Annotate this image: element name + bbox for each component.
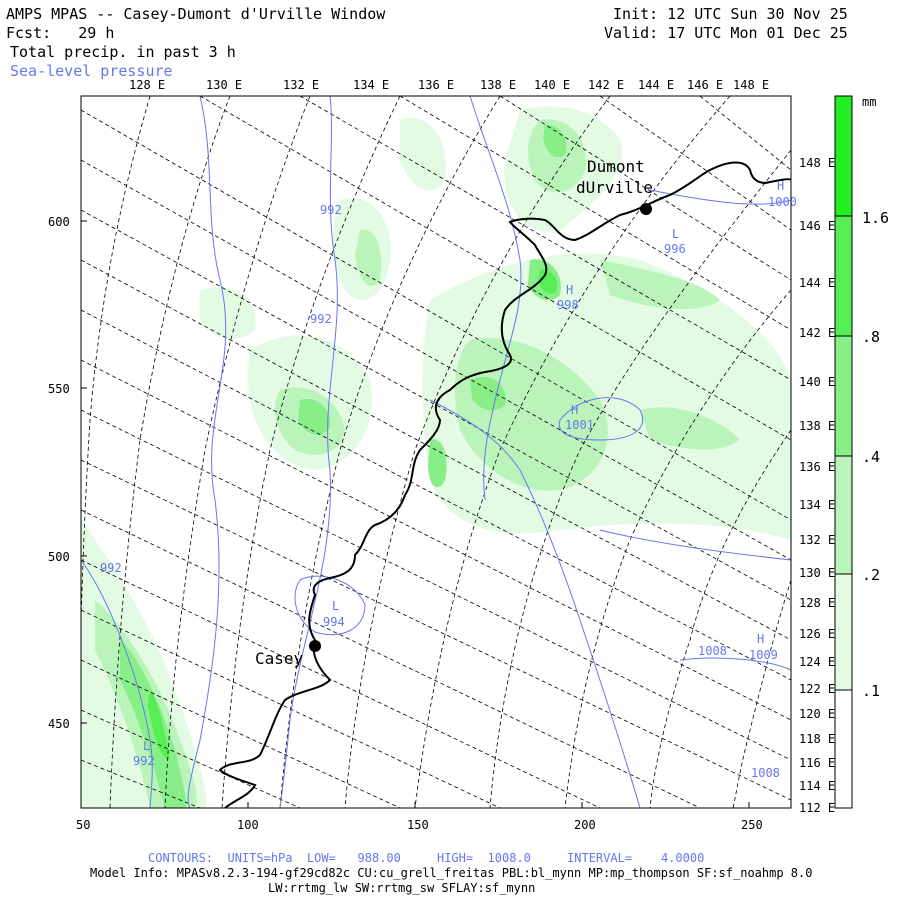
lon-label-right: 114 E [799,779,835,793]
precip-shading [81,106,791,808]
contour-info: CONTOURS: UNITS=hPa LOW= 988.00 HIGH= 10… [148,851,705,865]
coastline [218,161,791,808]
colorbar: mm 1.6 .8 .4 .2 .1 [834,95,889,809]
lon-label-right: 136 E [799,460,835,474]
place-label-casey: Casey [255,649,304,668]
lon-label-top: 132 E [283,78,319,92]
contour-label: H [566,283,573,297]
contour-label: 994 [323,615,345,629]
lon-label-right: 132 E [799,533,835,547]
field-label-slp: Sea-level pressure [10,62,173,80]
lon-label-top: 130 E [206,78,242,92]
place-label-dumont: Dumont [587,157,645,176]
contour-label: 992 [310,312,332,326]
contour-label: 998 [557,298,579,312]
lon-label-right: 130 E [799,566,835,580]
contour-label: L [143,739,150,753]
contour-label: L [332,599,339,613]
contour-label: H [571,403,578,417]
colorbar-swatch [835,336,852,456]
contour-label: 1009 [749,648,778,662]
graticule [81,96,791,808]
contour-label: 992 [100,561,122,575]
colorbar-label: .1 [862,682,880,700]
valid-time: Valid: 17 UTC Mon 01 Dec 25 [604,24,848,42]
colorbar-swatch [835,574,852,690]
lon-label-right: 144 E [799,276,835,290]
y-tick-label: 500 [48,550,70,564]
lon-label-top: 144 E [638,78,674,92]
colorbar-label: .8 [862,328,880,346]
axis-ticks [80,220,750,808]
lon-label-top: 146 E [687,78,723,92]
contour-label: L [672,227,679,241]
x-tick-label: 200 [574,818,596,832]
lon-label-right: 140 E [799,375,835,389]
lon-label-right: 128 E [799,596,835,610]
colorbar-label: .4 [862,448,880,466]
lon-label-right: 120 E [799,707,835,721]
colorbar-swatch [835,216,852,336]
contour-label: H [777,179,784,193]
place-label-durville: dUrville [576,178,653,197]
y-tick-label: 600 [48,215,70,229]
lon-label-top: 128 E [129,78,165,92]
map-frame [80,95,792,809]
model-info-line2: LW:rrtmg_lw SW:rrtmg_sw SFLAY:sf_mynn [268,881,536,895]
x-tick-label: 150 [407,818,429,832]
lon-label-right: 122 E [799,682,835,696]
colorbar-swatch [835,96,852,216]
colorbar-unit: mm [862,95,876,109]
casey-station-marker [309,640,321,652]
x-tick-label: 250 [741,818,763,832]
precip-fill-max [148,269,558,760]
contour-label: 1008 [698,644,727,658]
x-tick-label: 50 [76,818,90,832]
lon-label-top: 136 E [418,78,454,92]
contour-label: 996 [664,242,686,256]
lon-label-top: 142 E [588,78,624,92]
contour-label: 992 [133,754,155,768]
lon-label-top: 138 E [480,78,516,92]
colorbar-label: 1.6 [862,209,889,227]
lon-label-right: 126 E [799,627,835,641]
lon-label-right: 124 E [799,655,835,669]
contour-label: 1000 [768,195,797,209]
lon-label-right: 118 E [799,732,835,746]
colorbar-swatch [835,456,852,574]
dumont-durville-station-marker [640,203,652,215]
colorbar-label: .2 [862,566,880,584]
lon-label-right: 146 E [799,219,835,233]
y-tick-label: 550 [48,382,70,396]
field-label-precip: Total precip. in past 3 h [10,43,236,61]
x-tick-label: 100 [237,818,259,832]
map-title: AMPS MPAS -- Casey-Dumont d'Urville Wind… [6,5,386,23]
lon-label-top: 134 E [353,78,389,92]
init-time: Init: 12 UTC Sun 30 Nov 25 [613,5,848,23]
contour-label: 992 [320,203,342,217]
lon-label-right: 142 E [799,326,835,340]
colorbar-swatch [835,690,852,808]
lon-label-right: 134 E [799,498,835,512]
lon-label-right: 116 E [799,756,835,770]
model-info-line1: Model Info: MPASv8.2.3-194-gf29cd82c CU:… [90,866,813,880]
forecast-hour: Fcst: 29 h [6,24,115,42]
contour-label: 1001 [565,418,594,432]
lon-label-top: 140 E [534,78,570,92]
slp-contours [81,96,791,808]
contour-label: H [757,632,764,646]
lon-label-top: 148 E [733,78,769,92]
y-tick-label: 450 [48,717,70,731]
lon-label-right: 138 E [799,419,835,433]
lon-label-right: 148 E [799,156,835,170]
contour-label: 1008 [751,766,780,780]
lon-label-right: 112 E [799,801,835,815]
